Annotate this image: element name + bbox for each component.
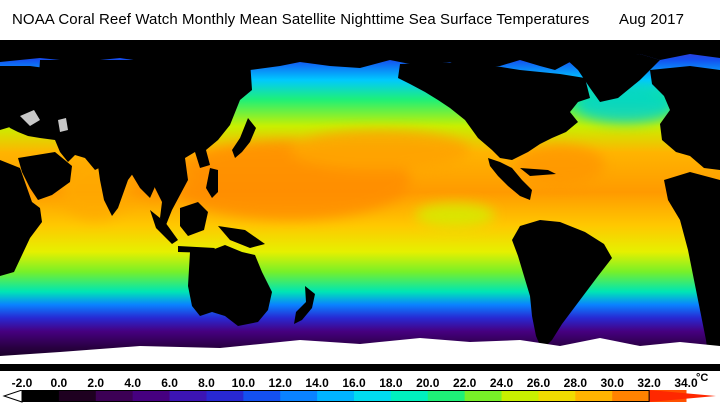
land-indochina: [150, 158, 188, 225]
legend-tick-label: 30.0: [600, 376, 624, 390]
legend-frame: [21, 390, 650, 402]
legend-color-swatch: [206, 390, 244, 402]
north-atlantic-cool: [575, 87, 675, 123]
legend-colorbar: [2, 390, 716, 403]
temperature-legend: -2.0 0.0 2.0 4.0 6.0 8.0 10.0 12.0 14.0 16.0 18.0 2…: [0, 371, 720, 411]
legend-tick-label: 34.0: [674, 376, 698, 390]
land-japan: [232, 118, 256, 158]
legend-tick-label: 6.0: [161, 376, 178, 390]
land-north-america: [398, 62, 590, 160]
legend-tick-label: 12.0: [268, 376, 292, 390]
land-philippines: [206, 168, 218, 198]
land-new-guinea: [218, 226, 265, 248]
land-australia: [188, 245, 272, 326]
land-europe: [650, 66, 720, 170]
legend-color-swatch: [354, 390, 392, 402]
land-north-eurasia: [0, 40, 720, 70]
legend-tick-label: 24.0: [489, 376, 514, 390]
legend-color-swatch: [58, 390, 97, 402]
land-asia: [5, 60, 252, 198]
land-greenland: [565, 54, 660, 102]
legend-color-swatch: [464, 390, 503, 402]
legend-tick-label: 8.0: [198, 376, 215, 390]
legend-tick-label: 2.0: [87, 376, 105, 390]
land-sumatra: [150, 210, 178, 244]
land-antarctica: [0, 364, 720, 371]
legend-tick-label: 32.0: [637, 376, 661, 390]
legend-color-swatch: [280, 390, 318, 402]
land-south-america: [512, 220, 612, 350]
antarctic-sea-ice: [0, 338, 720, 371]
land-central-america: [488, 158, 532, 200]
land-cuba: [520, 168, 556, 176]
legend-color-swatch: [95, 390, 134, 402]
legend-color-swatch: [169, 390, 207, 402]
legend-color-swatch: [538, 390, 576, 402]
map-date: Aug 2017: [619, 11, 685, 28]
legend-color-swatch: [317, 390, 355, 402]
legend-low-arrow: [2, 390, 23, 403]
land-borneo: [180, 202, 208, 236]
land-africa-east: [0, 160, 42, 276]
legend-tick-label: 26.0: [526, 376, 551, 390]
legend-unit: °C: [696, 372, 709, 384]
legend-tick-label: 10.0: [231, 376, 256, 390]
land-new-zealand: [294, 286, 315, 324]
land-india: [96, 150, 140, 216]
legend-tick-label: 20.0: [416, 376, 440, 390]
north-pacific-warm-band: [290, 130, 470, 170]
arctic-sea-ice: [20, 110, 68, 132]
legend-tick-label: 28.0: [563, 376, 588, 390]
legend-color-swatch: [427, 390, 466, 402]
legend-tick-label: 16.0: [342, 376, 366, 390]
legend-color-swatch: [501, 390, 539, 402]
legend-color-swatch: [575, 390, 613, 402]
equatorial-east-pacific-cool: [415, 203, 495, 227]
title-bar: NOAA Coral Reef Watch Monthly Mean Satel…: [0, 0, 720, 40]
legend-color-swatch: [390, 390, 429, 402]
legend-tick-label: 0.0: [50, 376, 68, 390]
legend-tick-label: 22.0: [452, 376, 477, 390]
legend-color-swatch: [22, 390, 60, 402]
legend-color-swatch: [132, 390, 171, 402]
land-arabia: [18, 152, 72, 200]
legend-color-swatch: [612, 390, 650, 402]
sst-world-map: [0, 40, 720, 371]
map-title: NOAA Coral Reef Watch Monthly Mean Satel…: [12, 11, 590, 28]
legend-color-swatch: [243, 390, 281, 402]
legend-tick-label: -2.0: [11, 376, 33, 390]
legend-tick-label: 18.0: [379, 376, 403, 390]
land-west-africa: [664, 172, 720, 370]
legend-high-arrow: [649, 390, 716, 402]
legend-tick-label: 14.0: [305, 376, 329, 390]
legend-tick-label: 4.0: [124, 376, 141, 390]
